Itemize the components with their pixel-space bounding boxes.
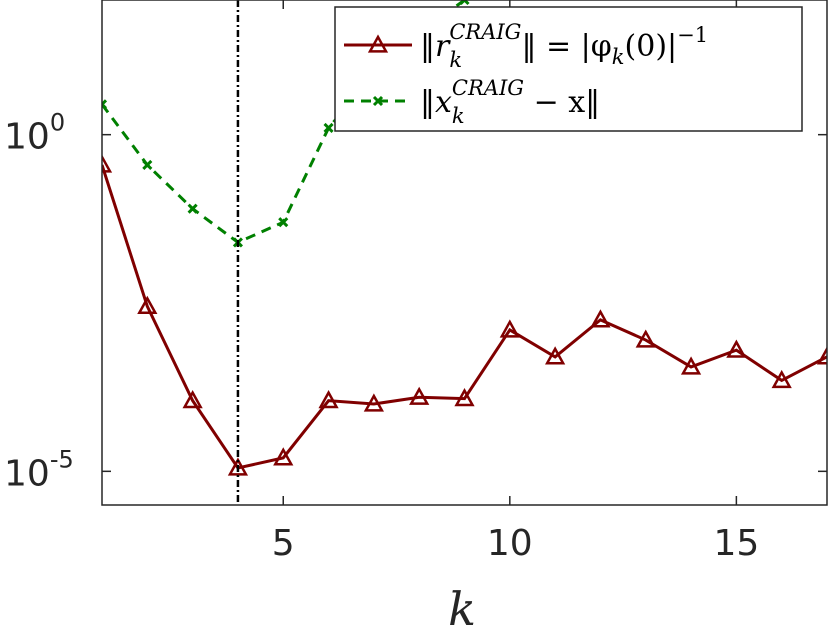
legend-entries: ‖rCRAIG‖ = |φk(0)|−1k‖xCRAIG − x‖k (344, 20, 708, 128)
data-point-1-16 (771, 369, 792, 389)
data-point-1-11 (545, 346, 566, 365)
data-point-1-1 (102, 154, 113, 173)
data-point-1-17 (816, 346, 827, 365)
data-point-1-10 (499, 319, 520, 338)
legend-marker-1 (367, 34, 389, 53)
data-point-2-1 (102, 99, 108, 110)
data-point-1-9 (454, 388, 475, 407)
y-tick-label-2: 10-5 (4, 445, 74, 494)
data-point-2-2 (142, 159, 153, 171)
x-axis-label: k (448, 582, 476, 636)
legend-label-1: ‖rCRAIG‖ = |φk(0)|−1 (420, 20, 708, 69)
legend-box (334, 6, 803, 132)
series-1 (102, 154, 827, 476)
data-point-1-13 (635, 329, 656, 348)
tick-layer: 5 10 15 100 10-5 (4, 0, 827, 564)
data-point-1-15 (726, 339, 747, 358)
legend-sub-1: k (449, 48, 462, 72)
plot-frame (101, 0, 828, 506)
data-point-2-3 (187, 203, 198, 214)
data-point-2-5 (278, 217, 289, 228)
legend-marker-2 (372, 95, 384, 107)
data-point-1-3 (182, 390, 203, 409)
data-point-2-6 (323, 122, 334, 133)
data-point-1-8 (409, 386, 430, 405)
data-point-1-6 (318, 390, 339, 409)
legend-entry-1: ‖rCRAIG‖ = |φk(0)|−1k (344, 20, 708, 72)
legend-sub-2: k (452, 104, 465, 128)
data-point-1-5 (273, 447, 294, 466)
y-tick-label-1: 100 (4, 109, 65, 158)
x-tick-label-1: 5 (272, 523, 295, 564)
legend: ‖rCRAIG‖ = |φk(0)|−1k‖xCRAIG − x‖k (334, 6, 803, 132)
data-point-1-2 (137, 295, 158, 315)
data-point-1-7 (363, 393, 384, 412)
data-point-1-14 (680, 356, 702, 375)
legend-label-2: ‖xCRAIG − x‖ (420, 76, 600, 120)
x-tick-label-3: 15 (713, 523, 759, 564)
data-point-1-12 (590, 309, 611, 328)
legend-entry-2: ‖xCRAIG − x‖k (344, 76, 600, 128)
data-point-2-9 (459, 0, 470, 6)
data-point-1-4 (227, 457, 249, 476)
series-line-1 (102, 164, 827, 470)
x-tick-label-2: 10 (487, 523, 533, 564)
